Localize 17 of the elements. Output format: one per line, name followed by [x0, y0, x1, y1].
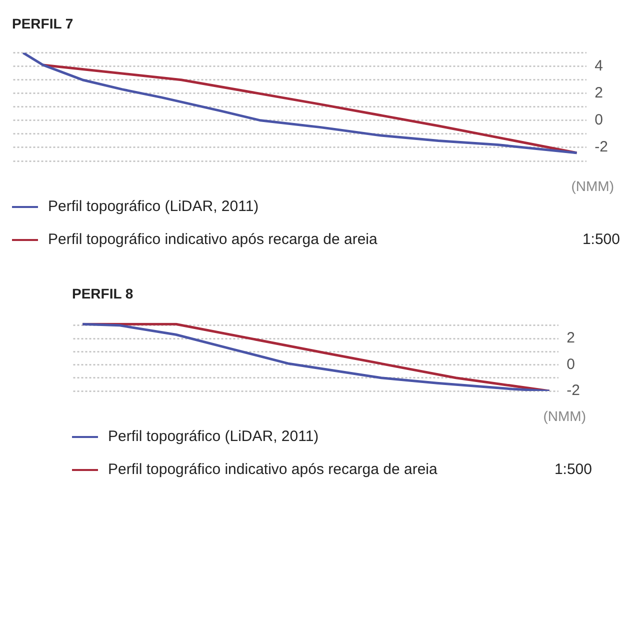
text: 1:500 — [554, 461, 592, 478]
y-tick-label: 2 — [566, 330, 576, 347]
y-tick-label: 0 — [566, 356, 576, 373]
legend-label: Perfil topográfico (LiDAR, 2011) — [48, 198, 259, 215]
legend-label: Perfil topográfico indicativo após recarga de areia — [108, 461, 438, 478]
text: (NMM) — [570, 178, 615, 194]
y-tick-label: 0 — [594, 112, 604, 129]
text: 1:500 — [582, 231, 620, 248]
legend-label: Perfil topográfico indicativo após recarga de areia — [48, 231, 378, 248]
text: (NMM) — [542, 408, 587, 424]
y-tick-label: 4 — [594, 57, 604, 74]
y-tick-label: 2 — [594, 84, 604, 102]
y-tick-label: -2 — [594, 138, 608, 156]
legend-label: Perfil topográfico (LiDAR, 2011) — [108, 428, 319, 445]
chart-title: PERFIL 7 — [12, 15, 74, 32]
chart-title: PERFIL 8 — [72, 285, 134, 302]
y-tick-label: -2 — [566, 382, 580, 400]
